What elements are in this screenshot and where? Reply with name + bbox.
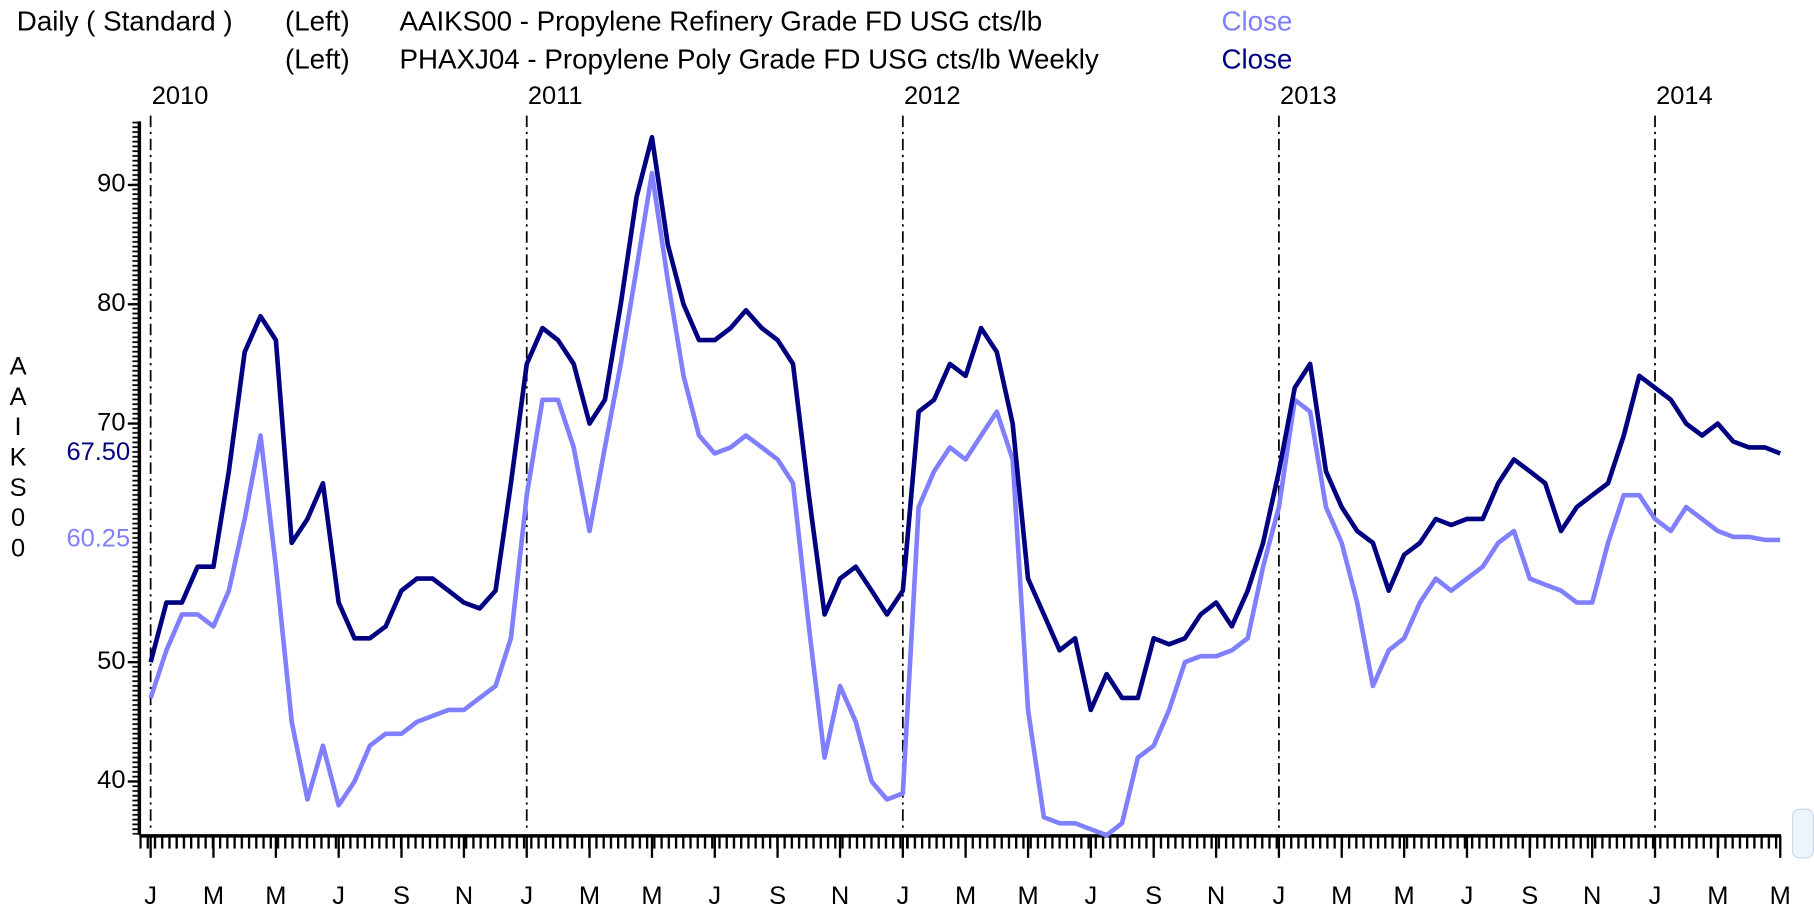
minor-y-ticks: [132, 121, 140, 835]
y-tick-label: 70: [97, 408, 125, 436]
last-value-label: 60.25: [66, 525, 130, 553]
year-label: 2012: [904, 82, 961, 110]
x-tick-label: N: [1583, 882, 1601, 910]
x-tick-label: J: [1273, 882, 1286, 910]
series-line: [148, 134, 1782, 713]
x-tick-label: J: [332, 882, 345, 910]
y-tick-label: 50: [97, 647, 125, 675]
x-tick-label: J: [144, 882, 157, 910]
chart-header: Daily ( Standard ): [17, 5, 233, 36]
x-tick-label: J: [708, 882, 721, 910]
x-tick-label: N: [831, 882, 849, 910]
x-tick-label: M: [1394, 882, 1415, 910]
x-tick-label: M: [1017, 882, 1038, 910]
x-tick-label: J: [1085, 882, 1098, 910]
x-tick-label: M: [203, 882, 224, 910]
x-tick-label: S: [1145, 882, 1162, 910]
year-label: 2014: [1656, 82, 1713, 110]
legend-name: AAIKS00 - Propylene Refinery Grade FD US…: [399, 5, 1042, 36]
x-tick-label: S: [1521, 882, 1538, 910]
legend-field: Close: [1221, 5, 1292, 36]
last-value-label: 67.50: [66, 438, 130, 466]
x-tick-label: M: [265, 882, 286, 910]
x-tick-label: M: [579, 882, 600, 910]
x-tick-label: J: [1649, 882, 1662, 910]
x-tick-label: M: [1331, 882, 1352, 910]
x-tick-label: M: [1770, 882, 1791, 910]
x-tick-label: J: [520, 882, 533, 910]
year-label: 2013: [1280, 82, 1337, 110]
x-tick-label: N: [1207, 882, 1225, 910]
x-tick-label: N: [455, 882, 473, 910]
year-label: 2010: [152, 82, 209, 110]
scroll-handle[interactable]: [1791, 808, 1814, 859]
legend-axis-side: (Left): [285, 44, 350, 75]
minor-x-ticks: [139, 837, 1782, 849]
x-tick-label: M: [1707, 882, 1728, 910]
y-tick-label: 80: [97, 289, 125, 317]
x-tick-label: M: [641, 882, 662, 910]
y-tick-label: 40: [97, 766, 125, 794]
legend-axis-side: (Left): [285, 5, 350, 36]
y-axis-label: AAIKS00: [4, 353, 32, 565]
x-tick-label: S: [393, 882, 410, 910]
y-tick-label: 90: [97, 170, 125, 198]
legend-name: PHAXJ04 - Propylene Poly Grade FD USG ct…: [399, 44, 1098, 75]
x-tick-label: M: [955, 882, 976, 910]
series-line: [148, 170, 1781, 838]
x-tick-label: J: [1461, 882, 1474, 910]
x-tick-label: J: [896, 882, 909, 910]
legend-field: Close: [1221, 44, 1292, 75]
year-label: 2011: [528, 82, 583, 110]
x-tick-label: S: [769, 882, 786, 910]
